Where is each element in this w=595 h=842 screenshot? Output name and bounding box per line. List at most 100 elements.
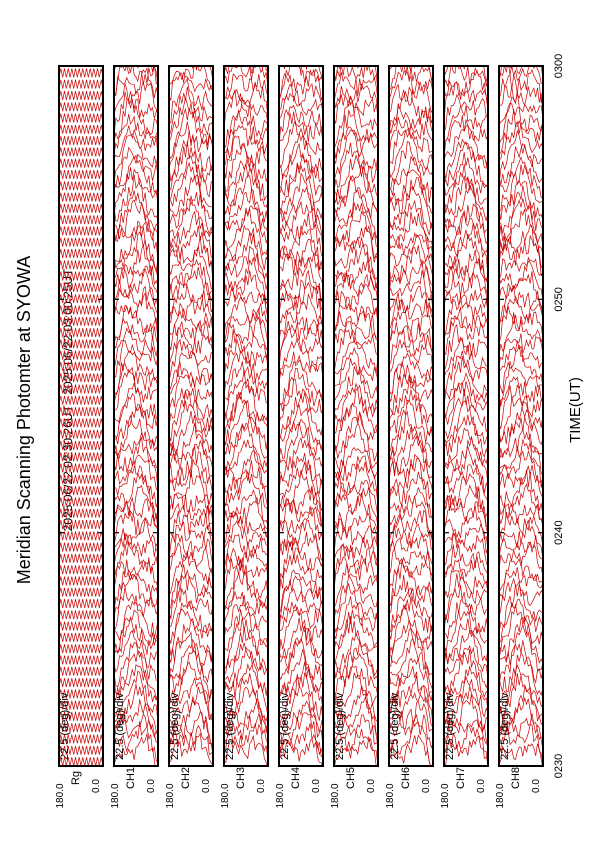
- scan-trace: [169, 161, 213, 208]
- scan-trace: [499, 361, 543, 406]
- scan-trace: [279, 649, 323, 695]
- scan-trace: [114, 340, 158, 378]
- scan-trace: [59, 181, 103, 191]
- scan-trace: [499, 121, 543, 161]
- scan-trace: [224, 547, 268, 579]
- scan-trace: [59, 316, 103, 326]
- scan-trace: [114, 98, 158, 144]
- scan-trace: [444, 618, 488, 664]
- scan-trace: [499, 384, 543, 430]
- scan-trace: [279, 498, 323, 534]
- scan-trace: [224, 723, 268, 762]
- scan-trace: [389, 322, 433, 350]
- scan-trace: [59, 723, 103, 733]
- scan-trace: [59, 79, 103, 89]
- scan-trace: [389, 587, 433, 632]
- scan-trace: [499, 66, 543, 84]
- scan-trace: [389, 352, 433, 395]
- scan-trace: [499, 542, 543, 578]
- scan-trace: [334, 328, 378, 374]
- scan-trace: [224, 471, 268, 511]
- scan-trace: [334, 142, 378, 193]
- scale-label: 22.5 (deg)/div: [279, 692, 291, 760]
- scan-trace: [334, 616, 378, 665]
- scan-trace: [334, 97, 378, 150]
- scan-trace: [59, 474, 103, 484]
- scan-trace: [224, 135, 268, 179]
- scan-trace: [499, 697, 543, 740]
- scan-trace: [169, 374, 213, 412]
- scan-trace: [169, 400, 213, 452]
- scan-trace: [59, 655, 103, 665]
- scan-trace: [114, 517, 158, 553]
- scan-trace: [389, 457, 433, 500]
- scan-trace: [444, 544, 488, 576]
- scan-trace: [114, 609, 158, 655]
- x-tick-label: 0250: [553, 287, 565, 311]
- scan-trace: [279, 133, 323, 179]
- scan-trace: [444, 152, 488, 197]
- scan-trace: [444, 69, 488, 109]
- scan-trace: [334, 296, 378, 332]
- scan-trace: [59, 260, 103, 270]
- scan-trace: [334, 685, 378, 736]
- scan-trace: [279, 320, 323, 352]
- scan-trace: [279, 554, 323, 600]
- scan-trace: [389, 486, 433, 520]
- scan-trace: [444, 724, 488, 760]
- scan-trace: [499, 257, 543, 303]
- scan-trace: [224, 99, 268, 148]
- scan-trace: [224, 400, 268, 450]
- scale-label: 22.5 (deg)/div: [334, 692, 346, 760]
- scan-trace: [444, 436, 488, 484]
- scan-trace: [389, 129, 433, 179]
- scan-trace: [279, 587, 323, 633]
- scan-trace: [444, 82, 488, 122]
- scan-trace: [59, 407, 103, 417]
- scan-trace: [279, 637, 323, 681]
- scan-trace: [169, 388, 213, 428]
- scan-trace: [59, 249, 103, 258]
- x-tick-label: 0240: [553, 520, 565, 544]
- scan-trace: [389, 657, 433, 701]
- scan-trace: [169, 458, 213, 505]
- scan-trace: [334, 447, 378, 480]
- scan-trace: [114, 66, 158, 96]
- scan-trace: [499, 109, 543, 155]
- scan-trace: [444, 473, 488, 518]
- scan-trace: [444, 675, 488, 718]
- scan-trace: [499, 567, 543, 598]
- scan-trace: [444, 735, 488, 766]
- scan-trace: [499, 664, 543, 708]
- scan-trace: [444, 233, 488, 281]
- scan-trace: [114, 713, 158, 743]
- scan-trace: [114, 292, 158, 339]
- trace-group: [114, 66, 158, 766]
- scan-trace: [334, 672, 378, 722]
- scan-trace: [389, 127, 433, 165]
- y-tick-label: 180.0: [385, 783, 396, 808]
- scan-trace: [169, 195, 213, 240]
- scan-trace: [499, 584, 543, 635]
- scan-trace: [59, 350, 103, 360]
- scan-trace: [444, 272, 488, 313]
- scan-trace: [169, 638, 213, 683]
- panel-ch4: 22.5 (deg)/div 180.0 0.0 CH4: [275, 65, 324, 809]
- scan-trace: [279, 601, 323, 631]
- scan-trace: [279, 328, 323, 369]
- scan-trace: [444, 686, 488, 731]
- scale-label: 22.5 (deg)/div: [444, 692, 456, 760]
- scan-trace: [279, 66, 323, 79]
- scan-trace: [444, 289, 488, 312]
- scale-label: 22.5 (deg)/div: [114, 692, 126, 760]
- scan-trace: [169, 732, 213, 766]
- scan-trace: [389, 410, 433, 464]
- scan-trace: [114, 265, 158, 297]
- scan-trace: [279, 301, 323, 341]
- scan-trace: [59, 271, 103, 281]
- scan-trace: [169, 446, 213, 496]
- scan-trace: [334, 582, 378, 634]
- scan-trace: [389, 637, 433, 692]
- scan-trace: [389, 399, 433, 453]
- scan-trace: [224, 225, 268, 270]
